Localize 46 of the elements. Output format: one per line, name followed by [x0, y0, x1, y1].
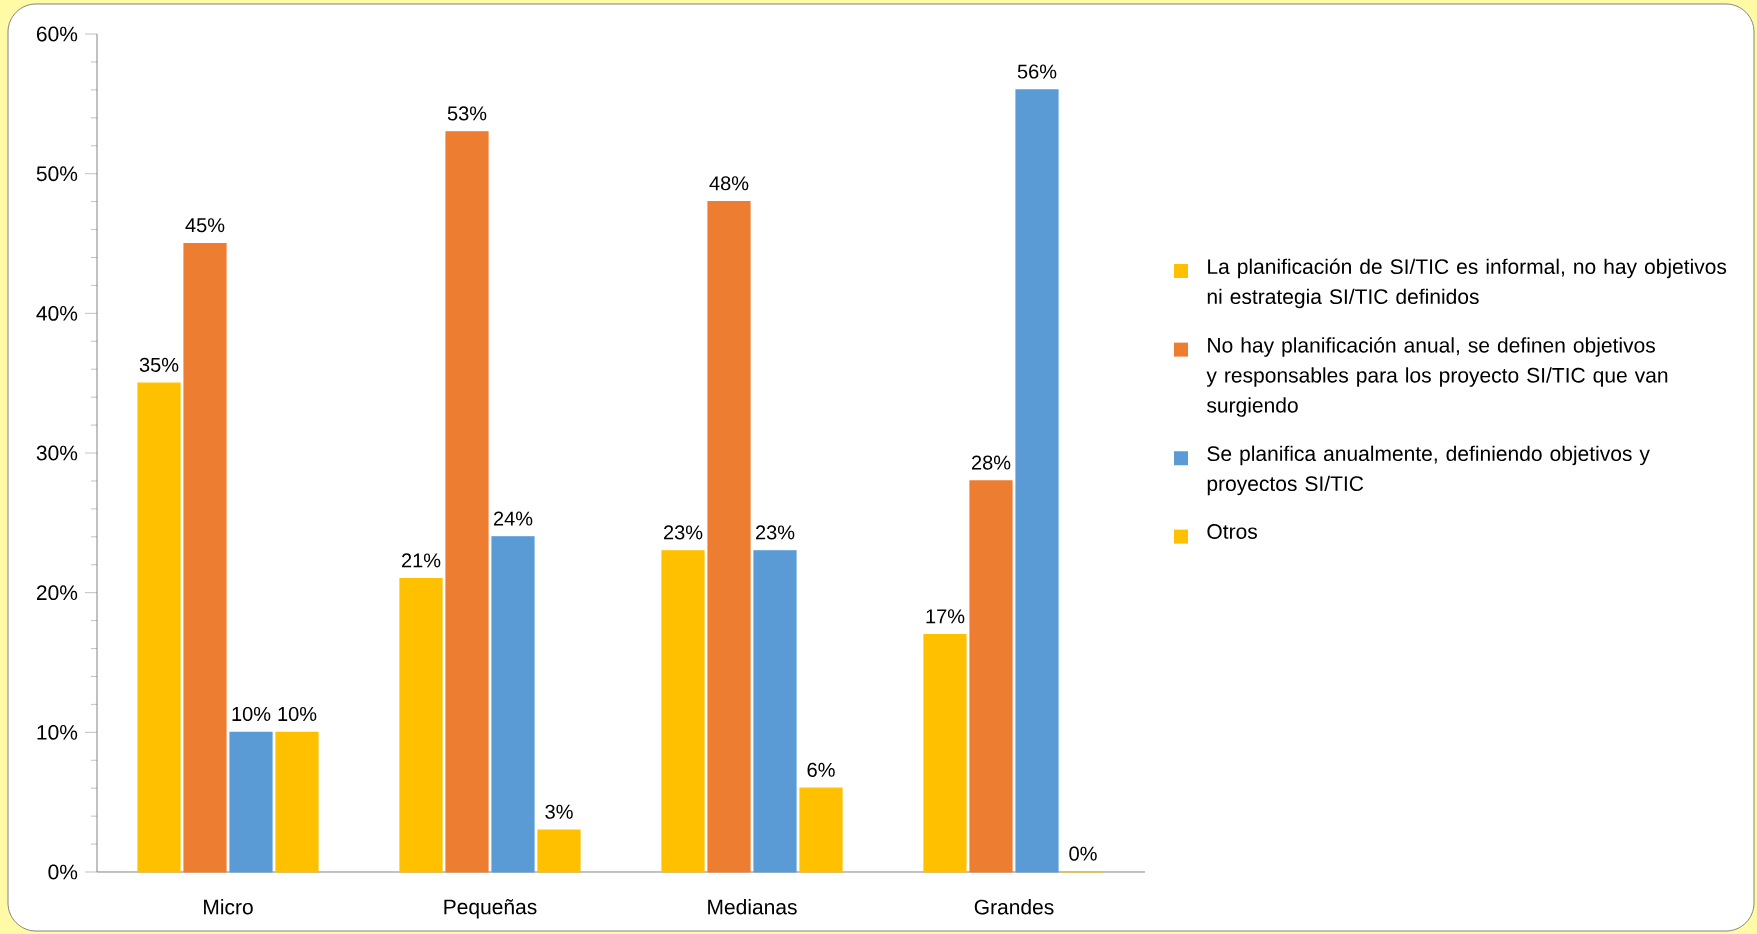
y-tick-label: 50%	[36, 166, 78, 182]
data-label: 6%	[807, 762, 835, 777]
data-label: 48%	[709, 176, 749, 191]
bar	[537, 829, 581, 873]
bar	[753, 550, 797, 873]
bar	[491, 536, 535, 873]
x-tick-label: Grandes	[974, 899, 1054, 915]
legend-label: La planificación de SI/TIC es informal, no hay objetivos ni estrategia SI/TIC definidos	[1207, 258, 1727, 309]
bar	[275, 731, 319, 873]
bar	[137, 382, 181, 873]
legend-label: Se planifica anualmente, definiendo objetivos y proyectos SI/TIC	[1207, 445, 1650, 496]
bar	[707, 201, 751, 873]
legend-label: No hay planificación anual, se definen objetivos y responsables para los proyecto SI/TIC que van surgiendo	[1206, 337, 1668, 417]
bar	[183, 242, 227, 873]
y-tick-label: 0%	[48, 864, 78, 880]
x-tick-label: Pequeñas	[444, 899, 537, 919]
data-label: 35%	[139, 357, 179, 372]
data-label: 24%	[494, 511, 533, 526]
x-tick-label: Medianas	[708, 899, 797, 915]
bar	[399, 578, 443, 873]
data-label: 10%	[232, 706, 271, 722]
data-label: 56%	[1017, 64, 1057, 79]
data-label: 21%	[401, 553, 441, 568]
data-label: 28%	[972, 455, 1011, 470]
data-label: 3%	[545, 804, 573, 819]
data-label: 53%	[447, 106, 487, 121]
y-tick-label: 20%	[36, 585, 78, 601]
x-tick-label: Micro	[204, 899, 253, 915]
data-label: 10%	[278, 706, 317, 722]
y-tick-label: 40%	[36, 305, 78, 321]
y-tick-label: 60%	[36, 26, 78, 42]
bar	[969, 480, 1013, 873]
y-tick-label: 10%	[37, 724, 78, 740]
bar	[229, 731, 273, 873]
bar	[661, 550, 705, 873]
data-label: 23%	[756, 525, 795, 540]
y-tick-label: 30%	[36, 445, 78, 461]
data-label: 0%	[1069, 846, 1097, 861]
bar	[923, 633, 967, 873]
data-label: 45%	[185, 218, 225, 233]
bar	[1015, 89, 1059, 873]
data-label: 23%	[663, 525, 703, 540]
bar	[445, 131, 489, 873]
legend-label: Otros	[1207, 524, 1257, 539]
bar	[799, 787, 843, 873]
data-label: 17%	[926, 609, 965, 624]
